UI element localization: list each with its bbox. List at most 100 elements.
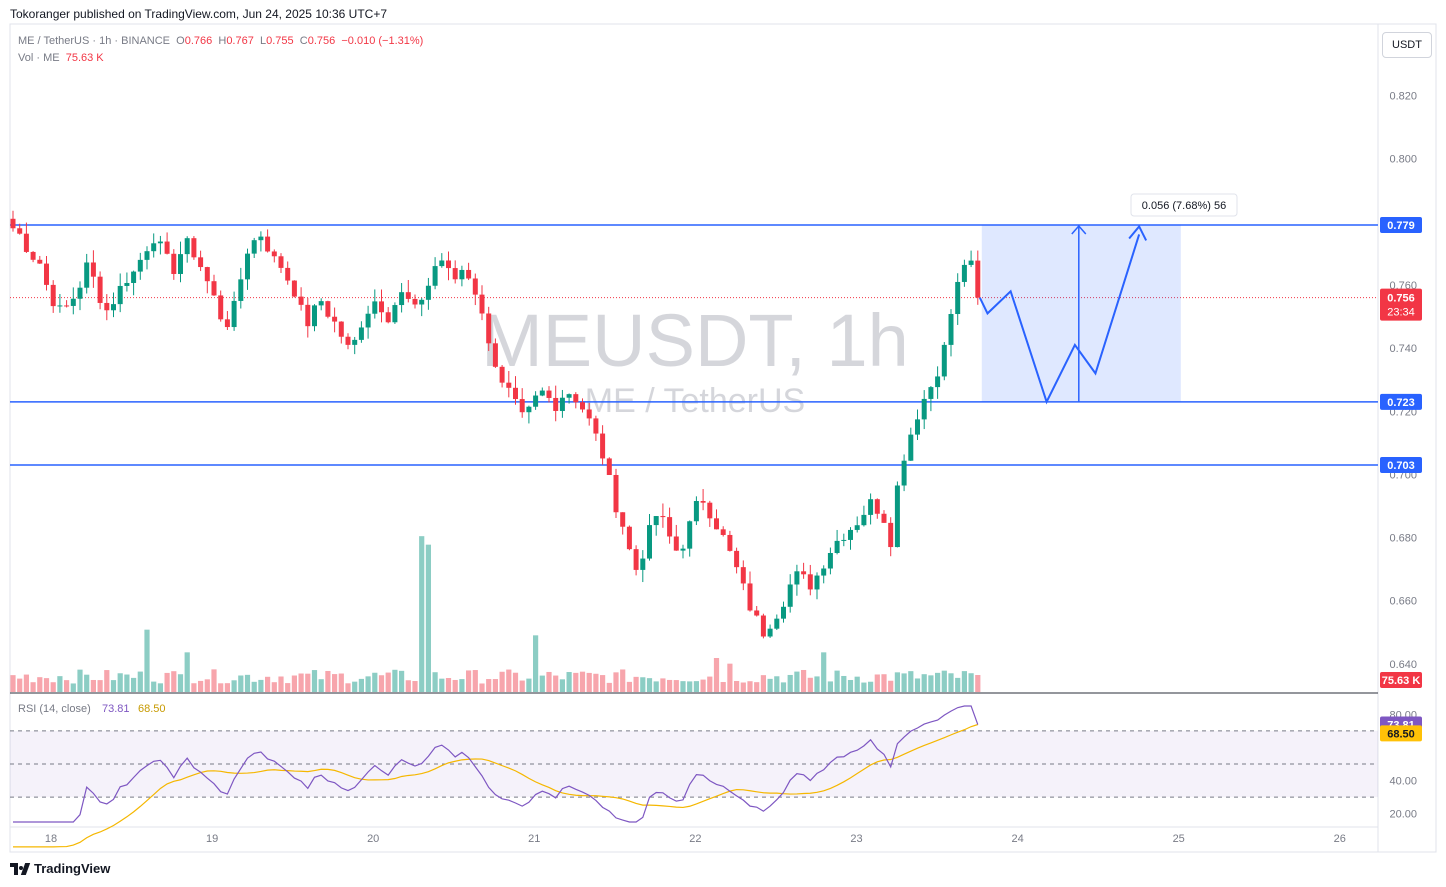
volume-bar bbox=[37, 677, 43, 692]
volume-bar bbox=[533, 635, 539, 692]
candle-body bbox=[975, 260, 981, 298]
volume-bar bbox=[734, 680, 740, 692]
publisher-line: Tokoranger published on TradingView.com,… bbox=[10, 7, 388, 21]
legend-symbol: ME / TetherUS · 1h · BINANCE bbox=[18, 35, 171, 47]
volume-bar bbox=[23, 674, 29, 692]
candle-body bbox=[332, 316, 338, 322]
candle-body bbox=[64, 305, 70, 307]
candle-body bbox=[559, 397, 565, 411]
candle-body bbox=[77, 287, 83, 299]
rsi-band bbox=[10, 730, 1378, 798]
volume-bar bbox=[613, 672, 619, 692]
horizontal-levels[interactable] bbox=[10, 224, 1378, 466]
volume-bar bbox=[680, 681, 686, 692]
candle-body bbox=[673, 536, 679, 551]
volume-bar bbox=[291, 675, 297, 692]
volume-bar bbox=[486, 679, 492, 692]
level-price-tag-text: 0.779 bbox=[1387, 220, 1415, 232]
volume-bar bbox=[104, 670, 110, 692]
candle-body bbox=[660, 516, 666, 518]
volume-bar bbox=[258, 679, 264, 692]
candle-body bbox=[57, 305, 63, 307]
volume-bar bbox=[673, 680, 679, 692]
candle-body bbox=[841, 539, 847, 541]
volume-bar bbox=[332, 674, 338, 692]
legend-high: 0.767 bbox=[226, 35, 254, 47]
volume-bar bbox=[727, 663, 733, 692]
candle-body bbox=[405, 292, 411, 299]
candle-body bbox=[191, 238, 197, 258]
candle-body bbox=[412, 298, 418, 305]
price-tick-label: 0.800 bbox=[1389, 154, 1417, 166]
volume-bar bbox=[801, 669, 807, 692]
time-tick-label: 25 bbox=[1173, 833, 1185, 845]
volume-bar bbox=[198, 680, 204, 692]
rsi-legend-value: 73.81 bbox=[102, 703, 130, 715]
volume-bar bbox=[392, 669, 398, 692]
volume-price-tag-bg bbox=[1380, 672, 1422, 688]
time-tick-label: 20 bbox=[367, 833, 379, 845]
level-price-tag-bg bbox=[1380, 393, 1422, 410]
legend-h-label: H bbox=[218, 35, 227, 47]
candles-layer bbox=[10, 210, 981, 639]
volume-bar bbox=[432, 672, 438, 692]
volume-bar bbox=[660, 678, 666, 692]
candle-body bbox=[760, 615, 766, 637]
volume-price-tag: 75.63 K bbox=[1380, 672, 1422, 688]
candle-body bbox=[164, 241, 170, 254]
candle-body bbox=[137, 259, 143, 272]
candle-body bbox=[580, 402, 585, 410]
volume-bar bbox=[646, 678, 653, 692]
volume-bar bbox=[807, 677, 813, 692]
candle-body bbox=[767, 628, 773, 637]
volume-bar bbox=[506, 669, 512, 692]
candle-body bbox=[620, 512, 626, 527]
legend-l-label: L bbox=[259, 35, 267, 47]
currency-button[interactable]: USDT bbox=[1382, 32, 1432, 58]
volume-bar bbox=[908, 671, 914, 692]
volume-bar bbox=[378, 675, 385, 692]
volume-bar bbox=[539, 675, 545, 692]
time-axis[interactable]: 18 19 20 21 22 23 24 25 26 bbox=[45, 833, 1346, 845]
candle-body bbox=[30, 251, 36, 260]
candle-body bbox=[312, 305, 317, 327]
symbol-watermark: MEUSDT, 1h ME / TetherUS bbox=[481, 299, 909, 420]
price-axis[interactable]: 0.8200.8000.7600.7400.7200.7000.6800.660… bbox=[1380, 91, 1422, 821]
volume-bar bbox=[881, 674, 887, 692]
volume-bar bbox=[224, 683, 230, 692]
volume-bar bbox=[553, 675, 559, 692]
candle-body bbox=[640, 558, 646, 570]
candle-body bbox=[961, 264, 967, 282]
candle-body bbox=[472, 278, 478, 295]
volume-bar bbox=[754, 682, 760, 692]
volume-bar bbox=[928, 675, 934, 692]
candle-body bbox=[285, 267, 291, 281]
rsi-layer: RSI (14, close) 73.81 68.50 bbox=[13, 703, 979, 848]
candle-body bbox=[111, 304, 116, 311]
rsi-ma-tag-text: 68.50 bbox=[1387, 728, 1415, 740]
volume-bar bbox=[914, 678, 921, 692]
volume-bar bbox=[894, 672, 900, 692]
candle-body bbox=[392, 305, 398, 323]
volume-bar bbox=[700, 679, 706, 692]
candle-body bbox=[318, 301, 324, 306]
volume-bar bbox=[325, 670, 331, 692]
candle-body bbox=[251, 240, 257, 254]
time-tick-label: 24 bbox=[1011, 833, 1023, 845]
candle-body bbox=[385, 312, 391, 323]
candle-body bbox=[144, 251, 150, 260]
watermark-name: ME / TetherUS bbox=[585, 382, 805, 420]
candle-body bbox=[586, 409, 592, 419]
candle-body bbox=[10, 218, 16, 229]
candle-body bbox=[948, 314, 954, 345]
volume-bar bbox=[760, 675, 766, 692]
candle-body bbox=[345, 336, 351, 345]
candle-body bbox=[90, 262, 96, 277]
volume-bar bbox=[975, 675, 981, 692]
projection-drawing[interactable]: 0.056 (7.68%) 56 bbox=[978, 193, 1238, 405]
volume-bar bbox=[874, 674, 880, 692]
rsi-ma-line bbox=[13, 723, 978, 848]
candle-body bbox=[707, 502, 713, 519]
volume-bar bbox=[144, 629, 150, 692]
